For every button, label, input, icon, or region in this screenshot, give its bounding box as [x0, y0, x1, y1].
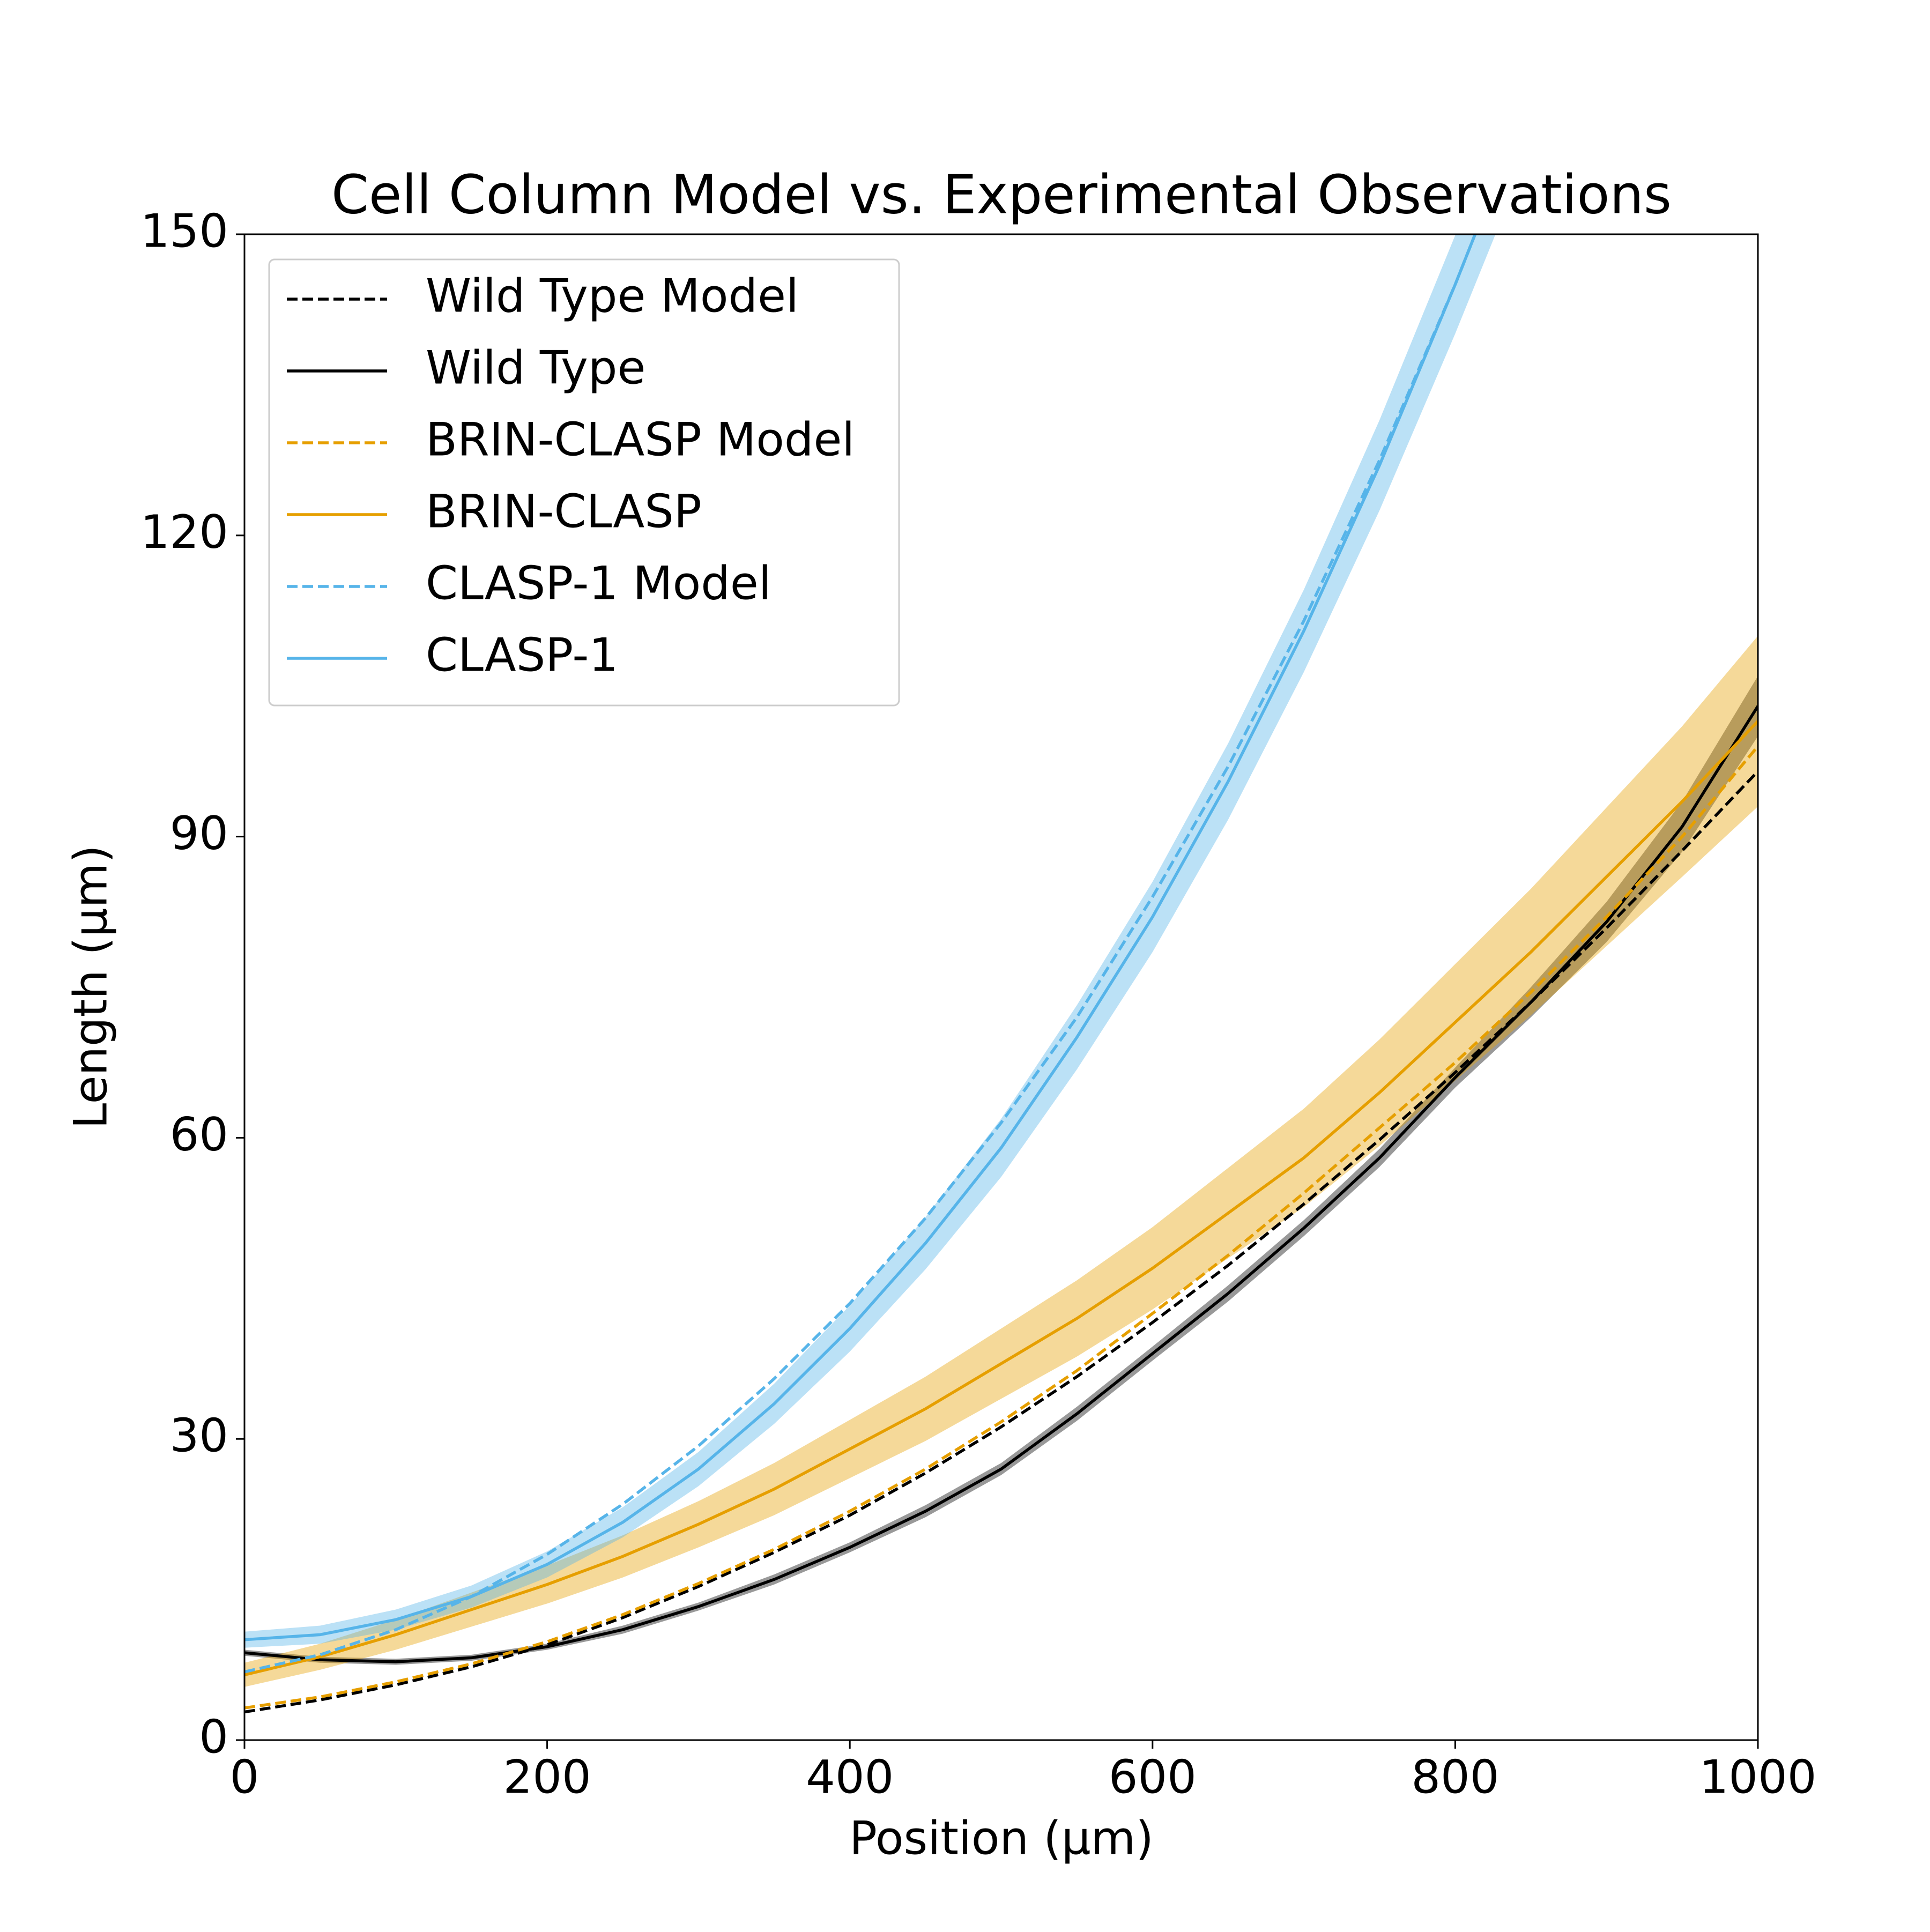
- error-band: [244, 675, 1758, 1665]
- legend-label: BRIN-CLASP: [426, 485, 702, 538]
- series-line: [244, 234, 1477, 1641]
- y-tick-label: 120: [140, 506, 228, 559]
- series-line: [244, 705, 1758, 1663]
- y-tick-label: 60: [170, 1108, 228, 1162]
- x-tick-label: 400: [806, 1750, 894, 1804]
- x-axis-label: Position (μm): [849, 1811, 1154, 1865]
- legend-label: CLASP-1: [426, 628, 618, 682]
- x-tick-label: 1000: [1699, 1750, 1817, 1804]
- series-line: [244, 720, 1758, 1676]
- y-axis-label: Length (μm): [64, 845, 117, 1129]
- legend-label: BRIN-CLASP Model: [426, 413, 855, 466]
- series-line: [244, 745, 1758, 1710]
- x-tick-label: 200: [503, 1750, 591, 1804]
- series-line: [244, 234, 1477, 1674]
- y-tick-label: 90: [170, 807, 228, 860]
- legend-label: Wild Type Model: [426, 269, 799, 323]
- chart-title: Cell Column Model vs. Experimental Obser…: [331, 163, 1672, 226]
- series-line: [244, 770, 1758, 1714]
- x-tick-label: 800: [1411, 1750, 1499, 1804]
- x-tick-label: 600: [1109, 1750, 1197, 1804]
- plot-area: [244, 234, 1758, 1714]
- y-tick-label: 0: [199, 1710, 228, 1764]
- y-tick-label: 30: [170, 1409, 228, 1463]
- legend-box: [268, 258, 900, 707]
- plot-frame: [243, 233, 1759, 1741]
- legend-label: Wild Type: [426, 341, 645, 395]
- y-tick-label: 150: [140, 204, 228, 258]
- legend-label: CLASP-1 Model: [426, 556, 771, 610]
- x-tick-label: 0: [230, 1750, 259, 1804]
